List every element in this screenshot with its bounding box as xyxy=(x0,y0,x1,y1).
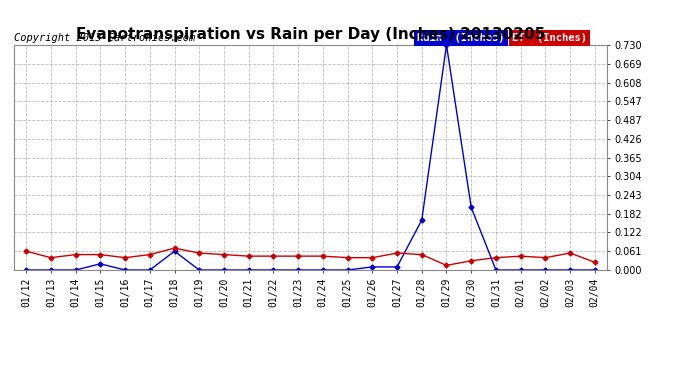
Text: ET  (Inches): ET (Inches) xyxy=(512,33,587,43)
Title: Evapotranspiration vs Rain per Day (Inches) 20130205: Evapotranspiration vs Rain per Day (Inch… xyxy=(76,27,545,42)
Text: Copyright 2013 Cartronics.com: Copyright 2013 Cartronics.com xyxy=(14,33,195,43)
Text: Rain  (Inches): Rain (Inches) xyxy=(417,33,505,43)
